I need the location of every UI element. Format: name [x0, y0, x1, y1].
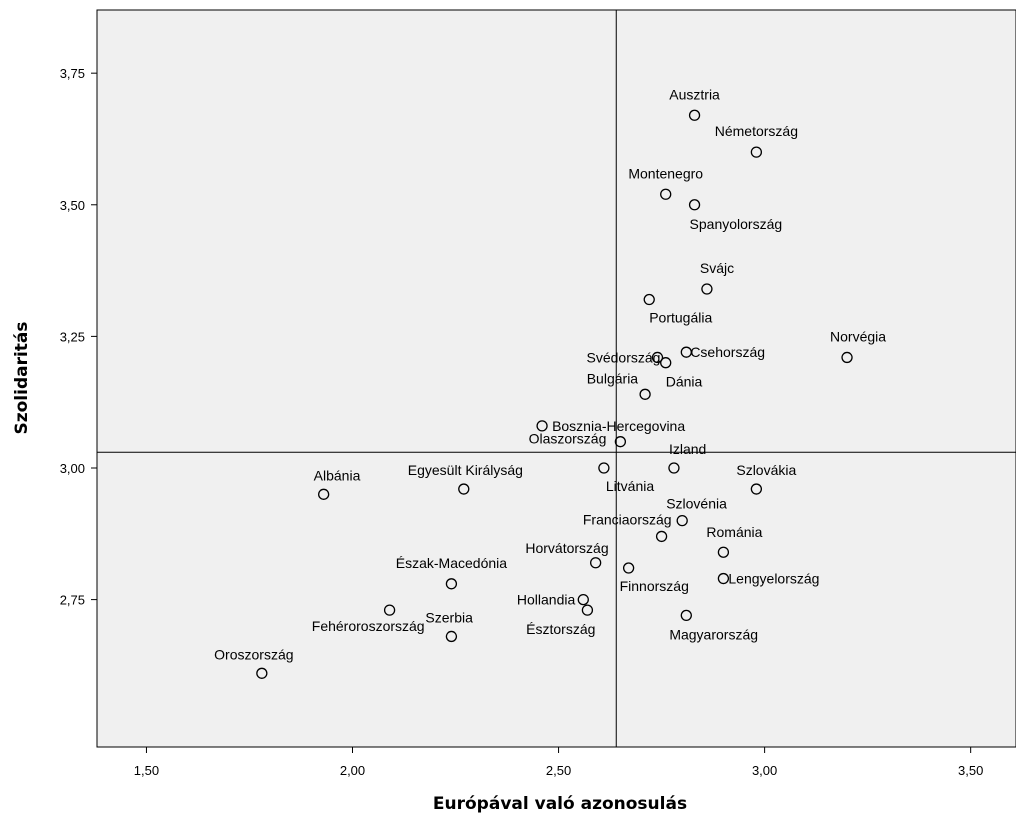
- point-label: Fehéroroszország: [312, 618, 425, 634]
- plot-area: [96, 9, 1016, 748]
- y-axis-title: Szolidaritás: [12, 321, 32, 434]
- data-point: [651, 351, 664, 364]
- data-point: [750, 146, 763, 158]
- point-label: Lengyelország: [728, 571, 819, 587]
- point-label: Horvátország: [525, 540, 608, 556]
- point-label: Bulgária: [587, 370, 639, 386]
- data-point: [383, 604, 396, 616]
- point-label: Portugália: [649, 310, 712, 326]
- reference-lines: [97, 10, 1016, 747]
- x-axis-title: Európával való azonosulás: [433, 794, 687, 814]
- data-point: [750, 483, 763, 495]
- y-tick-label: 3,50: [60, 198, 85, 213]
- point-label: Svájc: [700, 260, 734, 276]
- data-point: [680, 609, 692, 622]
- point-label: Szlovénia: [666, 496, 727, 512]
- point-label: Finnország: [620, 578, 689, 594]
- data-point: [445, 578, 458, 590]
- point-label: Spanyolország: [690, 216, 783, 232]
- point-label: Litvánia: [606, 478, 654, 494]
- data-point: [717, 572, 730, 585]
- point-label: Norvégia: [830, 328, 886, 344]
- data-point: [598, 462, 610, 474]
- x-tick-label: 2,00: [340, 763, 365, 778]
- data-point: [655, 530, 668, 543]
- x-tick-label: 3,50: [958, 763, 983, 778]
- y-tick-label: 3,25: [60, 329, 85, 344]
- point-label: Oroszország: [214, 646, 293, 662]
- data-point: [701, 283, 713, 295]
- data-point: [676, 514, 688, 527]
- x-tick-label: 2,50: [546, 763, 571, 778]
- point-label: Egyesült Királyság: [408, 462, 523, 478]
- point-label: Észtország: [526, 621, 595, 637]
- data-point: [318, 488, 330, 500]
- data-point: [660, 357, 672, 369]
- point-label: Bosznia-Hercegovina: [552, 418, 685, 434]
- y-axis: 2,75 3,00 3,25 3,50 3,75: [60, 10, 98, 747]
- point-label: Olaszország: [529, 431, 607, 447]
- data-point: [639, 388, 651, 400]
- data-points: [256, 109, 853, 679]
- data-point: [660, 188, 672, 200]
- point-label: Szerbia: [425, 609, 473, 625]
- y-tick-label: 3,75: [60, 66, 85, 81]
- point-label: Albánia: [314, 467, 361, 483]
- data-point: [688, 199, 701, 211]
- data-point: [688, 109, 701, 121]
- data-point: [458, 483, 470, 495]
- point-label: Románia: [706, 524, 762, 540]
- point-label: Szlovákia: [736, 462, 796, 478]
- data-point: [614, 436, 627, 448]
- data-point: [680, 346, 692, 358]
- point-label: Franciaország: [583, 511, 672, 527]
- point-label: Magyarország: [669, 626, 758, 642]
- point-labels: Ausztria Németország Montenegro Spanyolorsz…: [214, 86, 886, 662]
- point-label: Észak-Macedónia: [396, 555, 507, 571]
- data-point: [841, 351, 853, 364]
- point-label: Ausztria: [669, 86, 720, 102]
- point-label: Montenegro: [628, 165, 703, 181]
- point-label: Németország: [715, 123, 798, 139]
- data-point: [622, 562, 635, 574]
- point-label: Izland: [669, 441, 706, 457]
- x-axis: 1,50 2,00 2,50 3,00 3,50: [97, 746, 1016, 778]
- x-tick-label: 3,00: [752, 763, 777, 778]
- data-point: [581, 604, 594, 616]
- data-point: [590, 557, 602, 569]
- data-point: [717, 546, 730, 558]
- data-point: [445, 630, 458, 643]
- data-point: [643, 293, 655, 306]
- point-label: Svédország: [587, 349, 661, 365]
- y-tick-label: 3,00: [60, 461, 85, 476]
- data-point: [536, 420, 548, 432]
- point-label: Csehország: [690, 344, 765, 360]
- x-tick-label: 1,50: [134, 763, 159, 778]
- data-point: [256, 667, 268, 679]
- y-tick-label: 2,75: [60, 593, 85, 608]
- data-point: [668, 462, 680, 474]
- data-point: [577, 593, 589, 606]
- point-label: Dánia: [666, 374, 703, 390]
- point-label: Hollandia: [517, 592, 576, 608]
